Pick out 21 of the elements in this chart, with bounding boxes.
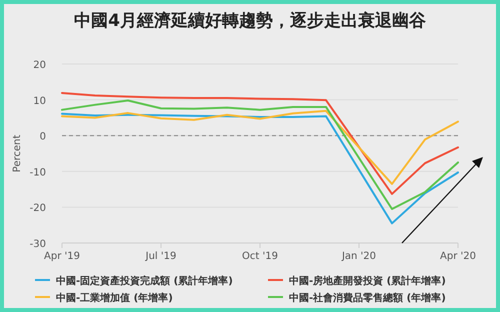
x-tick-label: Oct '19	[242, 251, 278, 262]
legend-label: 中國-固定資產投資完成額 (累計年增率)	[56, 275, 233, 287]
x-tick-label: Jul '19	[144, 251, 176, 262]
x-tick-label: Apr '19	[44, 251, 80, 262]
y-tick-label: -20	[30, 203, 46, 214]
legend-label: 中國-工業增加值 (年增率)	[56, 292, 173, 304]
chart-title: 中國4月經濟延續好轉趨勢，逐步走出衰退幽谷	[74, 11, 427, 31]
line-series	[61, 92, 459, 195]
line-series	[61, 100, 459, 210]
line-series	[61, 110, 459, 185]
y-tick-label: 10	[33, 96, 46, 107]
line-series	[61, 112, 459, 224]
y-tick-label: -10	[30, 167, 46, 178]
legend-label: 中國-社會消費品零售總額 (年增率)	[289, 292, 446, 304]
y-tick-label: 0	[40, 132, 46, 143]
legend-label: 中國-房地產開發投資 (累計年增率)	[289, 275, 446, 287]
x-tick-label: Jan '20	[340, 251, 376, 262]
y-tick-label: 20	[33, 60, 46, 71]
x-tick-label: Apr '20	[440, 251, 476, 262]
y-axis-title: Percent	[12, 134, 23, 172]
y-tick-label: -30	[30, 239, 46, 250]
